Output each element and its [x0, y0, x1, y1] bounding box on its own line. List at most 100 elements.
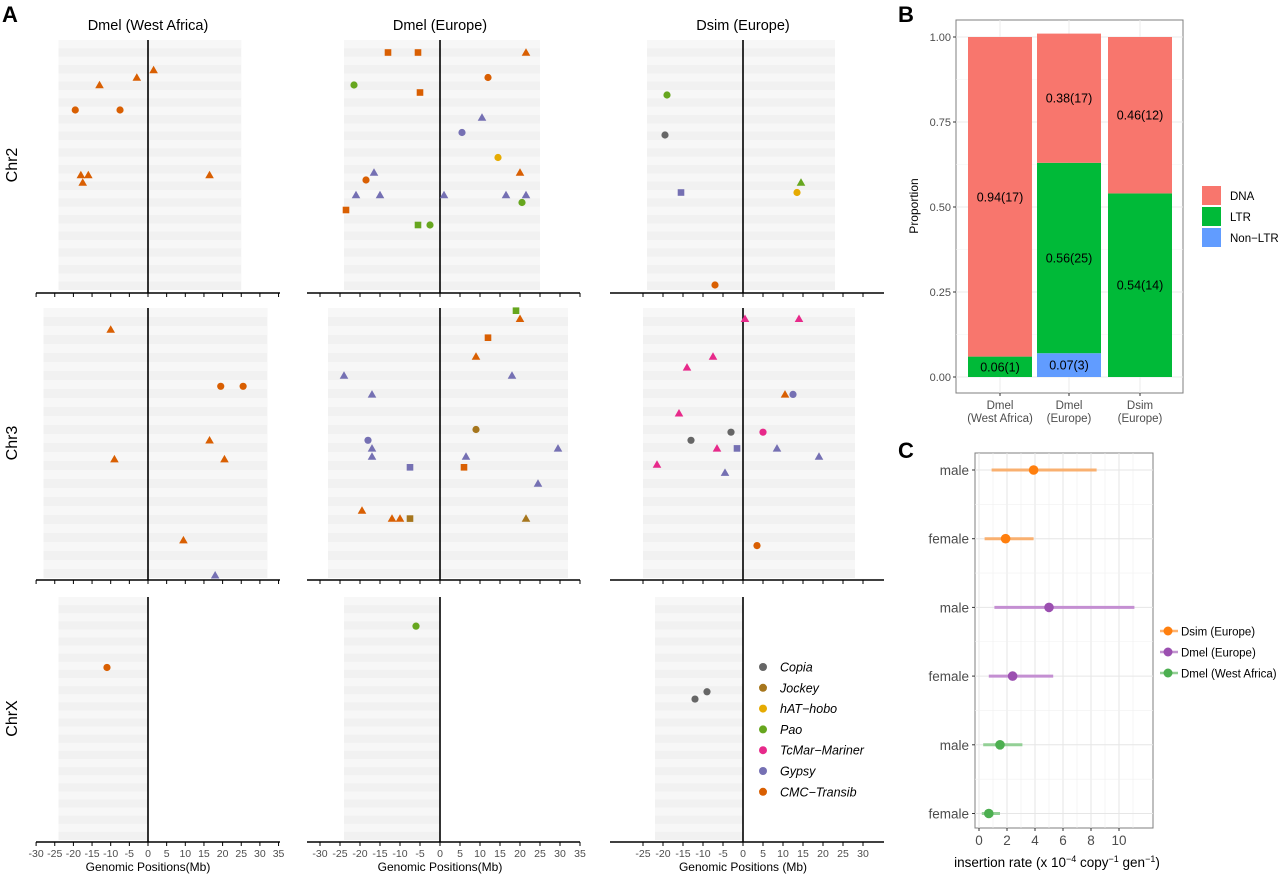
chromosome-stripe	[58, 597, 149, 606]
insertion-point-triangle	[477, 113, 487, 121]
chromosome-stripe	[344, 661, 440, 670]
legend-label: Dmel (Europe)	[1181, 648, 1256, 660]
legend-label: Pao	[780, 723, 802, 737]
chromosome-stripe	[655, 597, 743, 606]
chromosome-stripe	[58, 645, 149, 654]
insertion-point-circle	[494, 153, 502, 162]
bar-data-label: 0.54(14)	[1117, 279, 1164, 293]
insertion-point-triangle	[507, 371, 517, 379]
insertion-point-triangle	[521, 514, 531, 522]
xlabel-text: gen	[1119, 855, 1145, 870]
insertion-point-circle	[687, 436, 695, 444]
legend-label: hAT−hobo	[780, 702, 837, 716]
xlabel-superscript: −1	[1145, 854, 1155, 864]
chromosome-stripe	[58, 273, 242, 282]
chromosome-stripe	[43, 452, 268, 461]
chromosome-stripe	[58, 73, 242, 82]
legend-label: Dsim (Europe)	[1181, 627, 1255, 639]
x-axis-label: Genomic Positions(Mb)	[378, 860, 503, 874]
x-tick-label: 2	[1003, 833, 1011, 848]
chromosome-stripe	[58, 123, 242, 132]
bar-segment-ltr	[968, 356, 1032, 377]
insertion-point-triangle	[210, 571, 220, 579]
insertion-point-triangle	[439, 190, 449, 199]
legend-swatch	[1163, 668, 1173, 678]
chromosome-stripe	[58, 90, 242, 99]
chromosome-stripe	[328, 380, 568, 389]
legend-swatch	[759, 787, 767, 796]
insertion-point-triangle	[367, 444, 377, 452]
insertion-point-triangle	[76, 170, 86, 179]
x-tick-label: -20	[655, 848, 670, 860]
bar-data-label: 0.56(25)	[1046, 252, 1093, 266]
x-tick-label: 35	[273, 848, 285, 860]
chromosome-stripe	[655, 791, 743, 800]
panel-a-scatter: Dmel (West Africa) Dmel (Europe) Dsim (Eur…	[4, 18, 884, 874]
insertion-point-circle	[239, 382, 247, 390]
insertion-point-square	[414, 221, 422, 229]
chromosome-stripe	[655, 629, 743, 638]
insertion-point-circle	[711, 281, 719, 289]
x-category-label: (West Africa)	[967, 413, 1033, 425]
x-tick-label: -25	[635, 848, 650, 860]
chromosome-stripe	[344, 775, 440, 784]
insertion-point-triangle	[794, 314, 804, 322]
chromosome-stripe	[328, 362, 568, 371]
chromosome-stripe	[58, 40, 242, 49]
insertion-point-triangle	[461, 452, 471, 460]
insertion-point-circle	[484, 73, 492, 82]
chromosome-stripe	[58, 678, 149, 687]
column-title: Dmel (West Africa)	[88, 18, 209, 34]
insertion-point-triangle	[533, 479, 543, 487]
chromosome-stripe	[58, 106, 242, 115]
insertion-point-triangle	[814, 452, 824, 460]
chromosome-stripe	[647, 190, 835, 199]
chromosome-stripe	[58, 223, 242, 232]
panel-label-c: C	[898, 438, 914, 463]
chromosome-stripe	[344, 694, 440, 703]
chromosome-stripe	[344, 710, 440, 719]
chromosome-stripe	[58, 629, 149, 638]
point-estimate	[1007, 671, 1018, 681]
chromosome-stripe	[647, 123, 835, 132]
legend-swatch	[1202, 228, 1221, 247]
legend-swatch	[759, 725, 767, 734]
chromosome-stripe	[655, 645, 743, 654]
chromosome-stripe	[328, 416, 568, 425]
xlabel-text: copy	[1076, 855, 1109, 870]
chromosome-stripe	[647, 223, 835, 232]
insertion-point-triangle	[796, 178, 806, 186]
insertion-point-triangle	[339, 371, 349, 379]
chromosome-stripe	[43, 416, 268, 425]
legend-swatch	[1202, 186, 1221, 205]
chromosome-stripe	[328, 542, 568, 551]
bar-segment-ltr	[1108, 193, 1172, 377]
chromosome-stripe	[328, 524, 568, 533]
chromosome-stripe	[328, 452, 568, 461]
chromosome-stripe	[58, 823, 149, 832]
x-tick-label: 30	[857, 848, 869, 860]
y-tick-label: female	[928, 669, 969, 684]
x-category-label: Dmel	[987, 400, 1014, 412]
chromosome-stripe	[58, 694, 149, 703]
x-tick-label: 10	[1111, 833, 1126, 848]
x-tick-label: -10	[695, 848, 710, 860]
chromosome-stripe	[643, 308, 855, 317]
legend-label: CMC−Transib	[780, 785, 857, 799]
chromosome-stripe	[328, 308, 568, 317]
chromosome-stripe	[344, 156, 540, 165]
y-tick-label: female	[928, 532, 969, 547]
x-tick-label: 25	[837, 848, 849, 860]
chromosome-stripe	[647, 240, 835, 249]
chromosome-stripe	[344, 823, 440, 832]
insertion-point-triangle	[179, 535, 188, 544]
chromosome-stripe	[58, 742, 149, 751]
xlabel-superscript: −4	[1066, 854, 1076, 864]
insertion-point-triangle	[149, 65, 158, 74]
insertion-point-triangle	[84, 170, 93, 179]
insertion-point-triangle	[780, 390, 790, 398]
insertion-point-triangle	[521, 190, 531, 199]
legend-label: Dmel (West Africa)	[1181, 669, 1277, 681]
x-tick-label: -15	[372, 848, 387, 860]
chromosome-stripe	[344, 726, 440, 735]
